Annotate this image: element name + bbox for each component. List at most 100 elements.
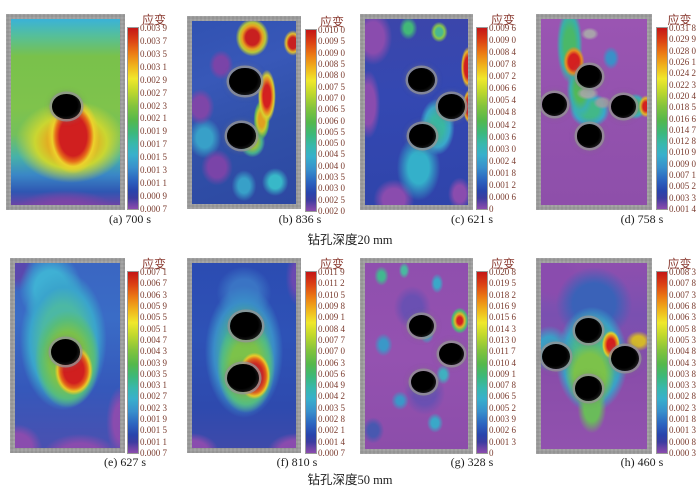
colorbar-tick-label: 0.006 5 [489, 391, 516, 402]
colorbar-tick-label: 0 [489, 203, 494, 214]
colorbar-a [128, 28, 138, 209]
colorbar-tick-label: 0.029 9 [669, 34, 696, 45]
strain-map-d [536, 14, 652, 210]
panel-caption-g: (g) 328 s [450, 455, 494, 469]
colorbar-tick-label: 0.020 4 [669, 90, 696, 101]
colorbar-tick-label: 0.005 6 [318, 368, 345, 379]
colorbar-tick-label: 0.002 7 [140, 391, 167, 402]
colorbar-tick-label: 0.006 8 [669, 300, 696, 311]
panel-caption-f: (f) 810 s [276, 455, 318, 469]
colorbar-title-d: 应变 [667, 13, 692, 27]
colorbar-ticks-h: 0.008 3 0.007 8 0.007 3 0.006 8 0.006 3 0.005… [669, 268, 700, 458]
panel-caption-c: (c) 621 s [451, 212, 493, 226]
colorbar-tick-label: 0.002 8 [669, 391, 696, 402]
panel-caption-h: (h) 460 s [620, 455, 664, 469]
colorbar-tick-label: 0.002 5 [318, 194, 345, 205]
colorbar-tick-label: 0.005 3 [669, 334, 696, 345]
colorbar-tick-label: 0.001 1 [140, 178, 167, 189]
colorbar-tick-label: 0.007 7 [318, 334, 345, 345]
colorbar-tick-label: 0.006 0 [318, 115, 345, 126]
colorbar-tick-label: 0.009 0 [669, 158, 696, 169]
colorbar-tick-label: 0.001 9 [140, 414, 167, 425]
drill-hole [229, 67, 261, 96]
colorbar-tick-label: 0.001 4 [669, 204, 696, 214]
strain-map-c [360, 14, 473, 210]
colorbar-tick-label: 0.001 3 [140, 165, 167, 176]
colorbar-tick-label: 0.004 2 [318, 391, 345, 402]
colorbar-tick-label: 0.002 3 [140, 100, 167, 111]
colorbar-tick-label: 0.002 6 [489, 425, 516, 436]
colorbar-tick-label: 0.012 8 [669, 136, 696, 147]
colorbar-tick-label: 0.000 8 [669, 436, 696, 447]
colorbar-title-h: 应变 [667, 257, 692, 271]
drill-hole [52, 94, 81, 119]
colorbar-title-g: 应变 [490, 257, 515, 271]
colorbar-b [306, 30, 316, 211]
colorbar-tick-label: 0.003 3 [669, 380, 696, 391]
colorbar-tick-label: 0.002 4 [489, 155, 516, 166]
colorbar-tick-label: 0.005 4 [489, 95, 516, 106]
colorbar-tick-label: 0.007 1 [140, 267, 167, 277]
colorbar-tick-label: 0.006 6 [489, 83, 516, 94]
colorbar-ticks-a: 0.003 9 0.003 7 0.003 5 0.003 1 0.002 9 0.002… [140, 24, 178, 214]
strain-map-f [187, 258, 301, 453]
strain-field-c [365, 19, 468, 205]
colorbar-c [477, 28, 487, 209]
colorbar-tick-label: 0.001 4 [318, 436, 345, 447]
colorbar-tick-label: 0.013 0 [489, 334, 516, 345]
colorbar-tick-label: 0.009 5 [318, 36, 345, 47]
colorbar-title-e: 应变 [141, 257, 166, 271]
strain-field-g [365, 263, 468, 449]
colorbar-tick-label: 0.011 2 [318, 278, 345, 289]
colorbar-tick-label: 0.003 6 [489, 131, 516, 142]
colorbar-tick-label: 0.018 2 [489, 289, 516, 300]
colorbar-tick-label: 0.007 0 [318, 92, 345, 103]
drill-hole [542, 343, 570, 370]
drill-hole [574, 317, 603, 343]
colorbar-tick-label: 0.001 5 [140, 425, 167, 436]
colorbar-tick-label: 0.007 2 [489, 71, 516, 82]
colorbar-tick-label: 0.001 3 [669, 425, 696, 436]
colorbar-tick-label: 0.019 5 [489, 278, 516, 289]
colorbar-tick-label: 0.003 3 [669, 192, 696, 203]
strain-map-a [6, 14, 125, 210]
colorbar-title-a: 应变 [141, 13, 166, 27]
colorbar-tick-label: 0.022 3 [669, 79, 696, 90]
drill-hole [409, 124, 437, 149]
colorbar-ticks-e: 0.007 1 0.006 7 0.006 3 0.005 9 0.005 5 0.005… [140, 268, 178, 458]
colorbar-h [657, 272, 667, 453]
panel-caption-a: (a) 700 s [109, 212, 151, 226]
colorbar-tick-label: 0.018 5 [669, 102, 696, 113]
colorbar-tick-label: 0.004 9 [318, 380, 345, 391]
colorbar-tick-label: 0.008 3 [669, 267, 696, 277]
colorbar-tick-label: 0.031 8 [669, 23, 696, 33]
colorbar-tick-label: 0.000 7 [318, 448, 345, 458]
colorbar-tick-label: 0.000 6 [489, 191, 516, 202]
colorbar-tick-label: 0.003 0 [489, 143, 516, 154]
colorbar-tick-label: 0.014 7 [669, 124, 696, 135]
strain-field-e [15, 263, 120, 448]
drill-hole [411, 370, 437, 394]
strain-field-b [192, 21, 296, 204]
drill-hole [227, 123, 257, 150]
colorbar-tick-label: 0.007 8 [489, 59, 516, 70]
colorbar-tick-label: 0.002 3 [669, 402, 696, 413]
colorbar-ticks-b: 0.010 0 0.009 5 0.009 0 0.008 5 0.008 0 0.007… [318, 26, 356, 216]
colorbar-tick-label: 0.003 1 [140, 380, 167, 391]
colorbar-tick-label: 0.008 5 [318, 58, 345, 69]
colorbar-tick-label: 0.009 0 [318, 47, 345, 58]
colorbar-tick-label: 0.002 9 [140, 74, 167, 85]
colorbar-tick-label: 0.001 8 [489, 167, 516, 178]
strain-map-g [360, 258, 473, 454]
strain-field-h [541, 263, 647, 449]
colorbar-tick-label: 0.004 8 [669, 346, 696, 357]
colorbar-tick-label: 0.016 6 [669, 113, 696, 124]
drill-hole [574, 375, 603, 401]
drill-hole [50, 338, 81, 365]
colorbar-tick-label: 0.011 7 [489, 346, 516, 357]
colorbar-tick-label: 0.002 8 [318, 414, 345, 425]
colorbar-title-b: 应变 [319, 15, 344, 29]
colorbar-tick-label: 0.007 8 [669, 278, 696, 289]
colorbar-tick-label: 0.015 6 [489, 312, 516, 323]
